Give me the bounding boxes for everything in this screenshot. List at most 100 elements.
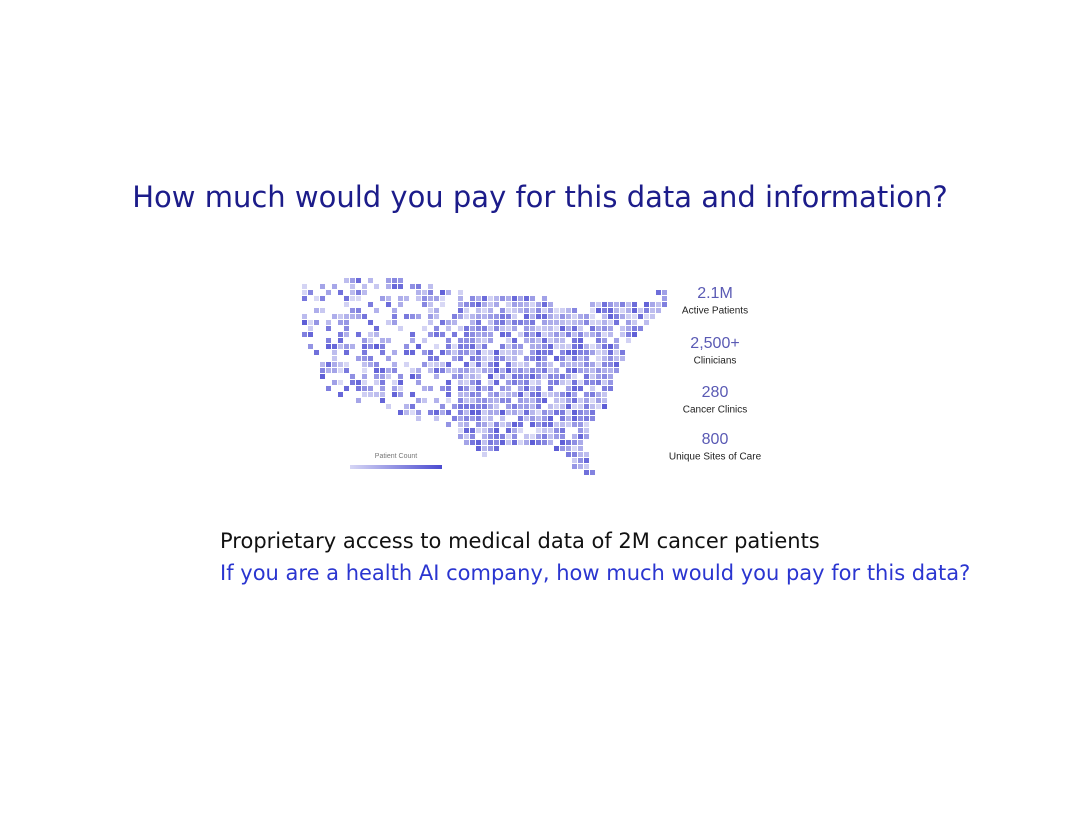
stat-label: Clinicians bbox=[694, 356, 737, 367]
map-dot bbox=[536, 422, 541, 427]
map-dot bbox=[632, 314, 637, 319]
map-dot bbox=[494, 392, 499, 397]
map-dot bbox=[614, 368, 619, 373]
map-dot bbox=[476, 374, 481, 379]
map-dot bbox=[476, 392, 481, 397]
map-dot bbox=[368, 302, 373, 307]
map-dot bbox=[548, 428, 553, 433]
map-dot bbox=[560, 374, 565, 379]
map-dot bbox=[452, 416, 457, 421]
map-dot bbox=[338, 290, 343, 295]
map-dot bbox=[434, 374, 439, 379]
map-dot bbox=[470, 374, 475, 379]
map-dot bbox=[608, 386, 613, 391]
map-dot bbox=[536, 302, 541, 307]
map-dot bbox=[368, 320, 373, 325]
map-dot bbox=[392, 320, 397, 325]
map-dot bbox=[488, 302, 493, 307]
map-dot bbox=[548, 416, 553, 421]
map-dot bbox=[512, 344, 517, 349]
map-dot bbox=[572, 314, 577, 319]
map-dot bbox=[482, 308, 487, 313]
map-dot bbox=[578, 338, 583, 343]
map-dot bbox=[596, 302, 601, 307]
map-dot bbox=[506, 302, 511, 307]
map-dot bbox=[524, 392, 529, 397]
map-dot bbox=[446, 422, 451, 427]
map-dot bbox=[506, 386, 511, 391]
map-dot bbox=[584, 470, 589, 475]
map-dot bbox=[512, 422, 517, 427]
map-dot bbox=[572, 332, 577, 337]
map-dot bbox=[572, 356, 577, 361]
map-dot bbox=[512, 374, 517, 379]
map-dot bbox=[524, 404, 529, 409]
map-dot bbox=[596, 368, 601, 373]
map-dot bbox=[320, 308, 325, 313]
map-dot bbox=[578, 422, 583, 427]
map-dot bbox=[572, 440, 577, 445]
map-dot bbox=[584, 404, 589, 409]
map-dot bbox=[554, 326, 559, 331]
map-dot bbox=[500, 440, 505, 445]
map-dot bbox=[572, 344, 577, 349]
map-dot bbox=[518, 440, 523, 445]
map-dot bbox=[584, 458, 589, 463]
map-dot bbox=[398, 374, 403, 379]
stat-value: 2.1M bbox=[697, 285, 733, 302]
map-dot bbox=[458, 344, 463, 349]
map-dot bbox=[440, 332, 445, 337]
map-dot bbox=[374, 344, 379, 349]
map-dot bbox=[404, 314, 409, 319]
map-dot bbox=[482, 326, 487, 331]
map-dot bbox=[578, 410, 583, 415]
map-dot bbox=[488, 410, 493, 415]
map-dot bbox=[518, 392, 523, 397]
map-dot bbox=[614, 350, 619, 355]
map-dot bbox=[536, 428, 541, 433]
map-dot bbox=[452, 344, 457, 349]
map-dot bbox=[434, 362, 439, 367]
map-dot bbox=[326, 326, 331, 331]
map-dot bbox=[482, 344, 487, 349]
map-dot bbox=[560, 356, 565, 361]
map-dot bbox=[302, 290, 307, 295]
map-dot bbox=[584, 392, 589, 397]
map-dot bbox=[302, 332, 307, 337]
map-dot bbox=[542, 320, 547, 325]
map-dot bbox=[572, 350, 577, 355]
map-dot bbox=[332, 350, 337, 355]
map-dot bbox=[380, 338, 385, 343]
map-dot bbox=[590, 416, 595, 421]
map-dot bbox=[458, 302, 463, 307]
map-dot bbox=[590, 326, 595, 331]
map-dot bbox=[470, 392, 475, 397]
map-dot bbox=[410, 314, 415, 319]
map-dot bbox=[518, 380, 523, 385]
map-dot bbox=[386, 284, 391, 289]
map-dot bbox=[392, 284, 397, 289]
map-dot bbox=[458, 290, 463, 295]
map-dot bbox=[344, 344, 349, 349]
map-dot bbox=[404, 404, 409, 409]
map-dot bbox=[434, 326, 439, 331]
map-dot bbox=[590, 362, 595, 367]
map-dot bbox=[548, 320, 553, 325]
map-dot bbox=[656, 302, 661, 307]
map-dot bbox=[506, 362, 511, 367]
map-dot bbox=[566, 368, 571, 373]
map-dot bbox=[524, 296, 529, 301]
map-dot bbox=[362, 374, 367, 379]
map-dot bbox=[590, 332, 595, 337]
map-dot bbox=[332, 344, 337, 349]
map-dot bbox=[494, 404, 499, 409]
map-dot bbox=[344, 314, 349, 319]
map-dot bbox=[374, 380, 379, 385]
map-dot bbox=[506, 350, 511, 355]
map-dot bbox=[506, 404, 511, 409]
map-dot bbox=[518, 416, 523, 421]
map-dot bbox=[554, 332, 559, 337]
stat-value: 800 bbox=[702, 431, 729, 448]
map-dot bbox=[512, 326, 517, 331]
map-dot bbox=[548, 350, 553, 355]
